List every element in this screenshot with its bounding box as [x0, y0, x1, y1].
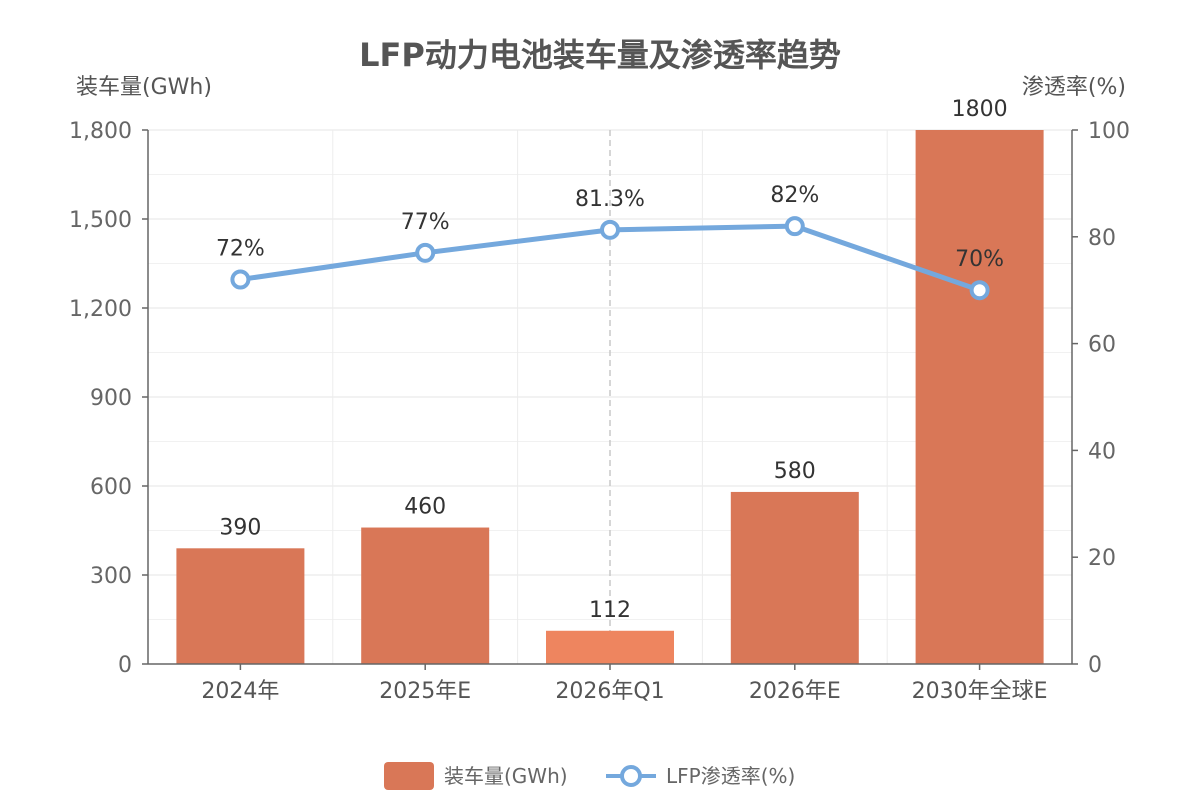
line-value-label: 81.3% — [575, 187, 645, 212]
bar — [176, 548, 305, 664]
y-left-tick-label: 900 — [90, 386, 132, 411]
y-left-tick-label: 600 — [90, 475, 132, 500]
penetration-line — [230, 216, 990, 301]
bar-value-label: 460 — [404, 495, 446, 520]
x-tick-label: 2025年E — [379, 679, 471, 704]
legend-bar-swatch — [384, 762, 434, 790]
legend-line-label: LFP渗透率(%) — [666, 764, 795, 788]
y-right-tick-label: 40 — [1088, 439, 1116, 464]
bar — [546, 630, 674, 664]
bars — [176, 130, 1044, 664]
y-left-axis-label: 装车量(GWh) — [76, 75, 212, 100]
line-value-label: 70% — [955, 247, 1004, 272]
x-tick-label: 2024年 — [201, 679, 279, 704]
bar — [361, 527, 490, 664]
line-point — [415, 242, 436, 263]
x-tick-label: 2026年Q1 — [555, 679, 664, 704]
bar-value-label: 112 — [589, 598, 631, 623]
data-labels: 390 460 112 580 1800 72% 77% 81.3% 82% 70% — [216, 97, 1008, 623]
chart-title: LFP动力电池装车量及渗透率趋势 — [359, 36, 841, 74]
legend-line-marker — [620, 765, 642, 787]
y-left-tick-label: 1,200 — [69, 297, 132, 322]
x-tick-label: 2030年全球E — [912, 679, 1048, 704]
line-point — [600, 219, 620, 240]
y-left-tick-label: 0 — [118, 653, 132, 678]
line-value-label: 82% — [770, 183, 819, 208]
y-right-tick-label: 0 — [1088, 653, 1102, 678]
axes: 0 300 600 900 1,200 1,500 1,800 0 20 40 60 80 100 202… — [69, 119, 1130, 704]
x-tick-label: 2026年E — [749, 679, 841, 704]
y-right-tick-label: 80 — [1088, 226, 1116, 251]
y-right-tick-label: 60 — [1088, 333, 1116, 358]
legend-bar-label: 装车量(GWh) — [444, 764, 568, 788]
bar — [915, 130, 1044, 664]
line-point — [230, 269, 251, 290]
line-point — [784, 216, 805, 237]
line-point — [969, 280, 990, 301]
y-left-tick-label: 1,500 — [69, 208, 132, 233]
line-value-label: 72% — [216, 237, 265, 262]
y-right-tick-label: 20 — [1088, 546, 1116, 571]
bar — [730, 491, 859, 664]
bar-value-label: 580 — [774, 459, 816, 484]
y-left-tick-label: 1,800 — [69, 119, 132, 144]
legend: 装车量(GWh) LFP渗透率(%) — [384, 762, 795, 790]
bar-value-label: 1800 — [952, 97, 1008, 122]
y-right-tick-label: 100 — [1088, 119, 1130, 144]
y-left-tick-label: 300 — [90, 564, 132, 589]
grid — [148, 129, 1072, 664]
y-right-axis-label: 渗透率(%) — [1022, 75, 1126, 100]
line-value-label: 77% — [401, 210, 450, 235]
bar-value-label: 390 — [219, 515, 261, 540]
